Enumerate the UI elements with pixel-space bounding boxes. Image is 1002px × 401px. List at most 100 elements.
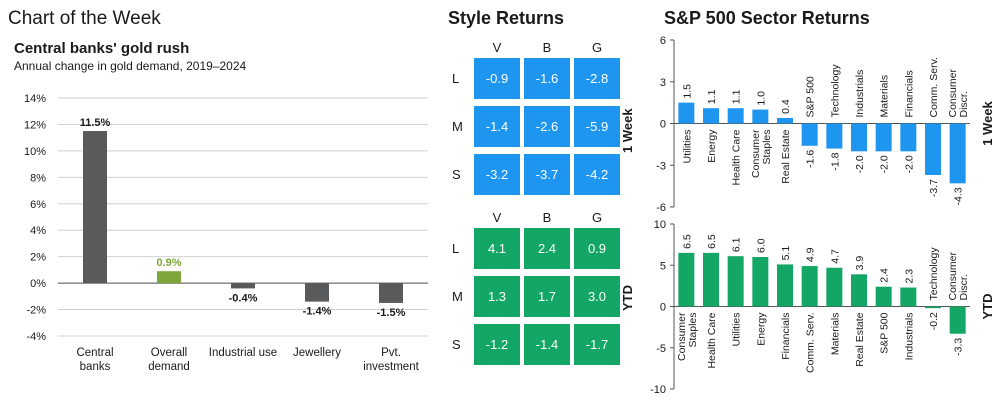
style-week-cell: -2.6 xyxy=(524,106,570,147)
style-ytd-cell: -1.7 xyxy=(574,324,620,365)
style-row-header: L xyxy=(452,71,460,86)
sector-ytd-y-tick: -10 xyxy=(650,384,666,396)
gold-bar xyxy=(157,271,181,284)
style-ytd-cell: 2.4 xyxy=(524,228,570,269)
gold-y-tick: -4% xyxy=(26,331,46,343)
sector-week-category-label: Industrials xyxy=(854,70,866,118)
gold-demand-chart: -4% -2% 0% 2% 4% 6% 8% 10% 12% 14% 11.5% Central ban… xyxy=(24,93,428,373)
gold-y-tick: 4% xyxy=(30,225,46,237)
style-week-cell: -2.8 xyxy=(574,58,620,99)
sector-ytd-category-label: Discr. xyxy=(958,274,970,300)
sector-returns-charts: -6 -3 0 3 6 1.5 Utilities 1.1 Energy 1.1 Health Ca… xyxy=(650,35,995,396)
sector-ytd-category-label: Staples xyxy=(687,313,699,348)
gold-y-tick: 14% xyxy=(24,93,46,105)
sector-ytd-bar xyxy=(900,287,917,307)
sector-week-bar xyxy=(949,123,966,184)
sector-week-category-label: S&P 500 xyxy=(805,76,817,117)
gold-data-label: 0.9% xyxy=(156,257,181,269)
gold-bar xyxy=(305,283,329,302)
style-row-header: S xyxy=(452,167,461,182)
sector-ytd-bar xyxy=(875,286,892,307)
gold-category-label: Central xyxy=(76,347,113,359)
sector-week-data-label: -4.3 xyxy=(953,187,965,205)
style-week-cell: -1.4 xyxy=(474,106,520,147)
sector-week-data-label: -1.6 xyxy=(805,150,817,168)
style-week-cell: -3.2 xyxy=(474,154,520,195)
style-week-cell: -0.9 xyxy=(474,58,520,99)
sector-ytd-bar xyxy=(703,252,719,307)
sector-week-category-label: Staples xyxy=(761,130,773,165)
sector-week-y-tick: -3 xyxy=(656,160,666,172)
sector-ytd-bar xyxy=(851,274,867,307)
gold-data-label: 11.5% xyxy=(80,117,111,129)
style-row-header: M xyxy=(452,289,463,304)
sector-week-category-label: Health Care xyxy=(731,129,743,185)
gold-category-label: demand xyxy=(148,361,190,373)
sector-ytd-bar xyxy=(727,256,744,307)
sector-week-bar xyxy=(703,108,719,124)
style-returns-title: Style Returns xyxy=(448,8,565,28)
sector-ytd-data-label: 2.3 xyxy=(903,269,915,284)
style-ytd-cell: -1.4 xyxy=(524,324,570,365)
gold-category-label: Jewellery xyxy=(293,347,341,359)
sector-returns-title: S&P 500 Sector Returns xyxy=(664,8,870,28)
sector-ytd-bar xyxy=(777,264,793,307)
sector-ytd-data-label: 5.1 xyxy=(780,246,792,261)
sector-ytd-bar xyxy=(949,306,966,334)
sector-ytd-bar xyxy=(925,306,941,309)
sector-ytd-data-label: -3.3 xyxy=(953,338,965,356)
sector-ytd-category-label: Technology xyxy=(928,247,940,301)
gold-y-tick: 8% xyxy=(30,172,46,184)
sector-ytd-category-label: Health Care xyxy=(706,312,718,368)
sector-week-data-label: 1.1 xyxy=(731,89,743,104)
style-week-cell: -5.9 xyxy=(574,106,620,147)
sector-ytd-y-tick: 10 xyxy=(654,219,666,231)
gold-category-label: Pvt. xyxy=(381,347,401,359)
sector-week-data-label: 1.1 xyxy=(706,89,718,104)
gold-category-label: Industrial use xyxy=(209,347,277,359)
sector-week-data-label: 0.4 xyxy=(780,99,792,114)
sector-ytd-data-label: 4.7 xyxy=(829,249,841,264)
sector-week-category-label: Technology xyxy=(829,64,841,118)
gold-bar xyxy=(231,283,255,289)
sector-week-bar xyxy=(875,123,892,152)
sector-ytd-y-tick: 0 xyxy=(660,302,666,314)
style-week-cell: -3.7 xyxy=(524,154,570,195)
style-week-cell: -1.6 xyxy=(524,58,570,99)
style-ytd-cell: 1.7 xyxy=(524,276,570,317)
sector-ytd-y-tick: 5 xyxy=(660,260,666,272)
sector-ytd-data-label: 2.4 xyxy=(879,268,891,283)
sector-ytd-bar xyxy=(752,257,769,307)
sector-week-category-label: Discr. xyxy=(958,91,970,117)
gold-bar xyxy=(379,283,403,303)
sector-ytd-bar xyxy=(678,252,695,307)
sector-week-y-tick: 0 xyxy=(660,119,666,131)
sector-week-category-label: Utilities xyxy=(681,130,693,164)
sector-week-bar xyxy=(900,123,917,152)
sector-week-y-tick: -6 xyxy=(656,202,666,214)
sector-week-category-label: Real Estate xyxy=(780,129,792,183)
sector-ytd-bar xyxy=(826,267,843,307)
sector-week-data-label: 1.5 xyxy=(681,84,693,99)
sector-ytd-category-label: Industrials xyxy=(903,313,915,361)
sector-week-data-label: -1.8 xyxy=(829,152,841,170)
sector-ytd-side-label: YTD xyxy=(980,294,995,320)
sector-week-bar xyxy=(678,102,695,124)
sector-ytd-y-tick: -5 xyxy=(656,343,666,355)
sector-ytd-category-label: Real Estate xyxy=(854,312,866,366)
gold-y-tick: 0% xyxy=(30,278,46,290)
sector-week-bar xyxy=(801,123,818,146)
sector-week-side-label: 1 Week xyxy=(980,100,995,145)
sector-ytd-category-label: S&P 500 xyxy=(879,312,891,353)
style-ytd-cell: -1.2 xyxy=(474,324,520,365)
gold-data-label: -1.5% xyxy=(377,307,406,319)
sector-ytd-category-label: Utilities xyxy=(731,313,743,347)
sector-week-category-label: Materials xyxy=(879,75,891,118)
sector-week-data-label: 1.0 xyxy=(755,91,767,106)
sector-week-y-tick: 3 xyxy=(660,77,666,89)
sector-week-category-label: Financials xyxy=(903,70,915,117)
style-ytd-cell: 3.0 xyxy=(574,276,620,317)
sector-week-bar xyxy=(777,117,793,124)
sector-week-bar xyxy=(851,123,867,152)
style-column-header: B xyxy=(542,40,552,55)
